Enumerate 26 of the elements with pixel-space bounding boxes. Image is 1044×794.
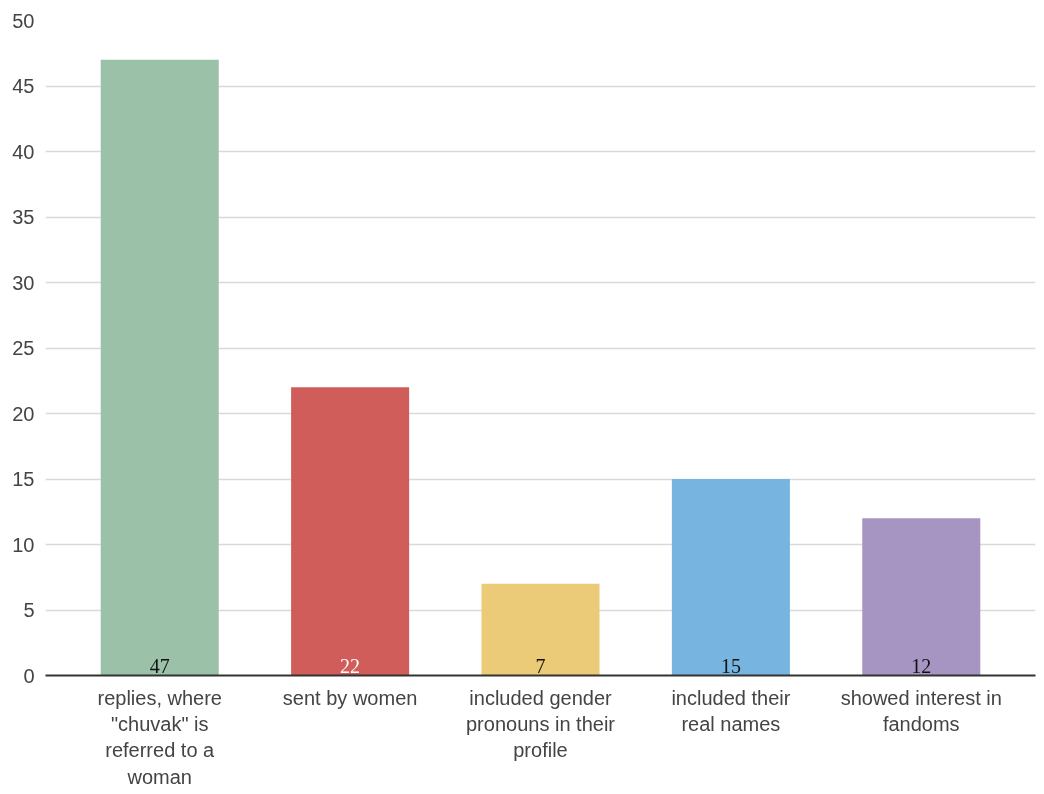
y-tick-label: 40 [12,140,35,163]
data-label: 15 [720,654,741,677]
bar [481,583,600,676]
bar [291,387,410,676]
data-label: 7 [535,654,546,677]
y-tick-label: 35 [12,206,35,228]
bar [100,59,219,676]
x-tick-label: included gender pronouns in their profile [466,686,616,762]
y-tick-label: 5 [23,599,35,621]
x-tick-label: sent by women [282,686,418,709]
data-label: 47 [149,654,170,677]
data-label: 12 [911,654,932,677]
y-tick-label: 20 [12,402,35,425]
y-tick-label: 30 [12,271,35,294]
bar [671,479,790,676]
y-tick-label: 45 [12,75,35,97]
y-tick-label: 25 [12,337,35,359]
x-tick-label: replies, where "chuvak" is referred to a woman [97,686,222,788]
x-tick-label: included their real names [671,686,791,735]
y-tick-label: 15 [12,468,35,490]
y-tick-label: 0 [23,664,35,687]
y-tick-label: 10 [12,533,35,556]
y-tick-label: 50 [12,9,35,32]
bar [862,518,981,676]
x-tick-label: showed interest in fandoms [840,686,1002,735]
data-label: 22 [340,654,361,677]
